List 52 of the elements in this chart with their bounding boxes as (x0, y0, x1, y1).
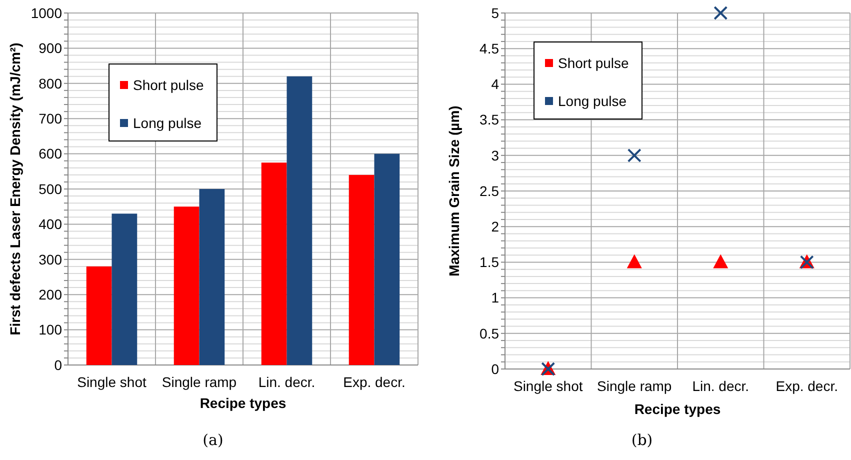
y-axis-title: Maximum Grain Size (µm) (446, 106, 462, 276)
y-tick-label: 600 (38, 146, 62, 162)
x-tick-label: Single ramp (597, 378, 672, 394)
x-tick-label: Single ramp (162, 374, 237, 390)
y-tick-label: 3.5 (480, 112, 500, 128)
y-tick-label: 0 (491, 360, 500, 377)
x-tick-label: Exp. decr. (776, 378, 838, 394)
bar (112, 214, 138, 365)
y-axis-title: First defects Laser Energy Density (mJ/cm²) (7, 42, 23, 336)
bar (374, 154, 400, 365)
point (714, 6, 728, 20)
y-tick-label: 700 (38, 110, 62, 126)
bar (286, 76, 312, 365)
y-tick-label: 300 (38, 251, 62, 268)
legend-label: Short pulse (133, 76, 204, 93)
bar (348, 174, 374, 365)
y-tick-label: 5 (491, 4, 500, 21)
x-axis-title: Recipe types (634, 401, 721, 417)
legend-label: Long pulse (133, 114, 202, 131)
x-tick-label: Single shot (77, 374, 146, 390)
y-tick-label: 1000 (30, 4, 62, 21)
bar (261, 162, 287, 365)
y-tick-label: 4.5 (480, 40, 500, 56)
legend-label: Short pulse (558, 54, 630, 71)
y-tick-label: 0.5 (480, 325, 500, 342)
x-tick-label: Lin. decr. (258, 374, 316, 390)
text: (b) (631, 431, 653, 449)
x-axis-title: Recipe types (200, 395, 286, 411)
x-tick-label: Lin. decr. (692, 378, 750, 394)
y-tick-label: 400 (38, 216, 62, 232)
y-tick-label: 500 (38, 180, 62, 197)
y-tick-label: 800 (38, 75, 62, 92)
y-tick-label: 900 (38, 40, 62, 56)
x-tick-label: Single shot (513, 378, 583, 394)
legend-label: Long pulse (558, 92, 627, 109)
text: (a) (202, 431, 224, 449)
point (626, 254, 642, 268)
y-tick-label: 200 (38, 286, 62, 302)
y-tick-label: 1 (491, 290, 500, 306)
bar (86, 266, 112, 365)
y-tick-label: 2 (491, 218, 500, 234)
y-tick-label: 2.5 (480, 182, 500, 199)
x-tick-label: Exp. decr. (343, 374, 406, 390)
y-tick-label: 4 (491, 76, 500, 92)
bar (199, 189, 225, 365)
point (627, 148, 642, 162)
y-tick-label: 100 (38, 322, 62, 338)
y-tick-label: 1.5 (480, 254, 500, 270)
point (713, 254, 728, 268)
y-tick-label: 0 (54, 356, 62, 373)
y-tick-label: 3 (491, 147, 500, 164)
bar (174, 206, 200, 365)
